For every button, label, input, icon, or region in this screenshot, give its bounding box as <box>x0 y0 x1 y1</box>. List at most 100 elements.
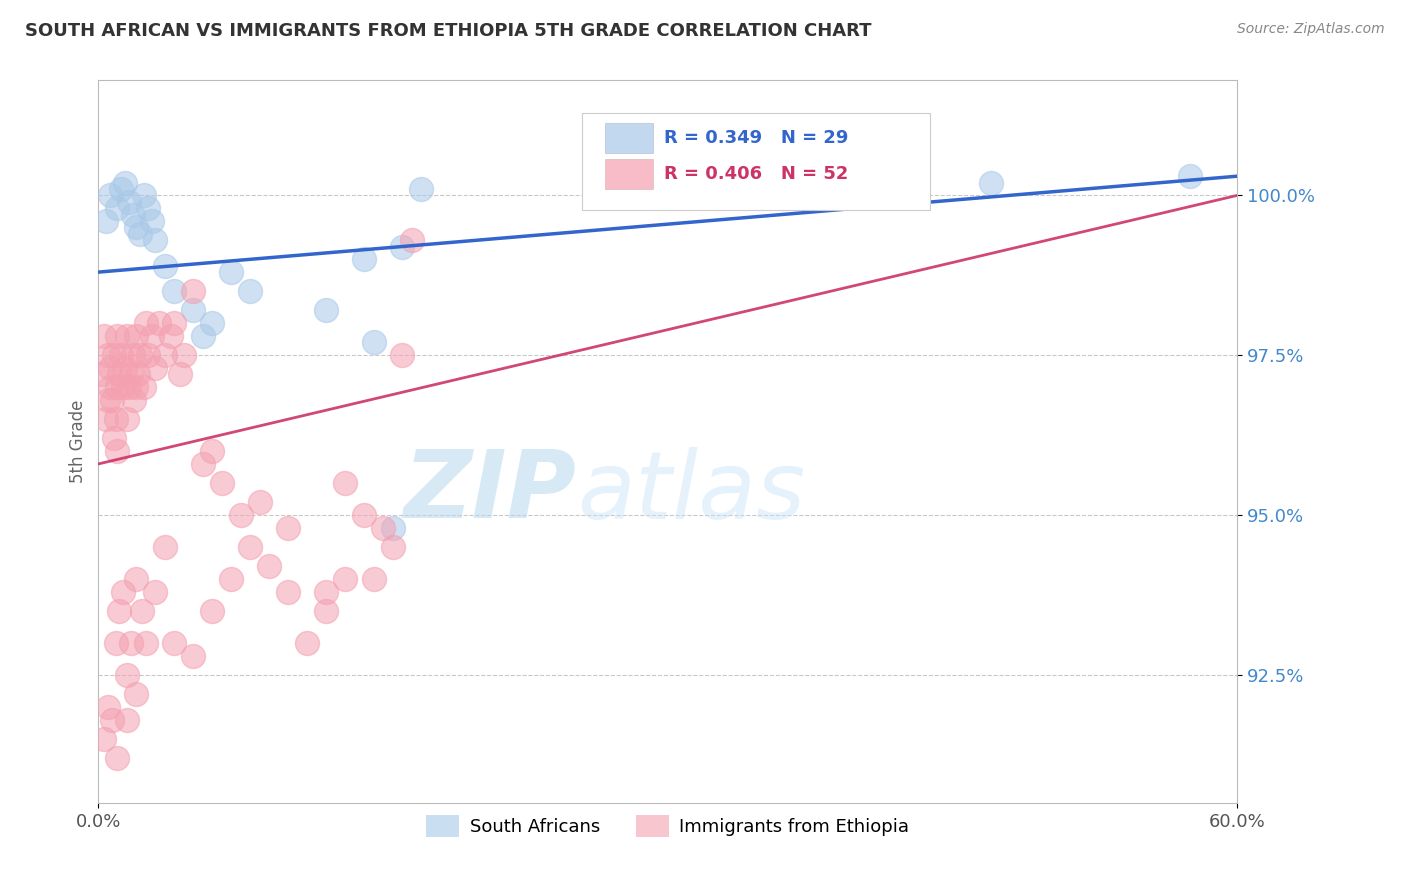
Point <box>315 303 337 318</box>
Point <box>125 220 148 235</box>
Point <box>239 285 262 299</box>
Point <box>411 182 433 196</box>
Point <box>148 316 170 330</box>
Point <box>145 361 167 376</box>
Point <box>98 188 121 202</box>
Point <box>153 540 176 554</box>
Point <box>125 329 148 343</box>
Point <box>145 584 167 599</box>
Point <box>259 559 281 574</box>
Point <box>221 572 243 586</box>
Point <box>277 584 299 599</box>
Point <box>136 201 159 215</box>
Point <box>103 431 125 445</box>
Point <box>315 584 337 599</box>
Point <box>131 604 153 618</box>
Point <box>363 572 385 586</box>
Point <box>221 265 243 279</box>
Point <box>211 476 233 491</box>
Point <box>353 508 375 522</box>
Point <box>183 303 205 318</box>
Point <box>98 380 121 394</box>
Text: SOUTH AFRICAN VS IMMIGRANTS FROM ETHIOPIA 5TH GRADE CORRELATION CHART: SOUTH AFRICAN VS IMMIGRANTS FROM ETHIOPI… <box>25 22 872 40</box>
Point <box>129 348 152 362</box>
Point <box>163 316 186 330</box>
Point <box>100 392 122 407</box>
Point <box>107 329 129 343</box>
Point <box>249 495 271 509</box>
Point <box>125 687 148 701</box>
Point <box>100 713 122 727</box>
Point <box>114 361 136 376</box>
Text: Source: ZipAtlas.com: Source: ZipAtlas.com <box>1237 22 1385 37</box>
Point <box>97 348 120 362</box>
Point <box>335 572 357 586</box>
Point <box>191 457 214 471</box>
Point <box>127 368 149 382</box>
Point <box>353 252 375 267</box>
Point <box>979 176 1001 190</box>
Point <box>1178 169 1201 184</box>
Point <box>135 636 157 650</box>
Point <box>120 368 142 382</box>
Point <box>115 412 138 426</box>
FancyBboxPatch shape <box>605 123 652 153</box>
Point <box>121 348 143 362</box>
Point <box>391 348 413 362</box>
Point <box>183 285 205 299</box>
Text: R = 0.406   N = 52: R = 0.406 N = 52 <box>665 165 849 183</box>
Text: atlas: atlas <box>576 447 806 538</box>
Point <box>93 731 115 746</box>
Point <box>619 188 641 202</box>
Point <box>125 572 148 586</box>
Point <box>121 208 143 222</box>
Point <box>173 348 195 362</box>
Point <box>110 182 132 196</box>
Point <box>91 368 114 382</box>
Point <box>401 233 423 247</box>
Y-axis label: 5th Grade: 5th Grade <box>69 400 87 483</box>
Point <box>107 751 129 765</box>
Point <box>191 329 214 343</box>
Point <box>112 380 135 394</box>
Point <box>107 201 129 215</box>
Point <box>201 316 224 330</box>
Point <box>115 713 138 727</box>
Point <box>115 329 138 343</box>
Point <box>201 444 224 458</box>
Point <box>335 476 357 491</box>
Point <box>132 188 155 202</box>
Point <box>94 412 117 426</box>
Point <box>93 329 115 343</box>
Text: R = 0.349   N = 29: R = 0.349 N = 29 <box>665 129 849 147</box>
Point <box>363 335 385 350</box>
Point <box>145 233 167 247</box>
Point <box>108 368 131 382</box>
FancyBboxPatch shape <box>605 159 652 189</box>
Point <box>132 380 155 394</box>
FancyBboxPatch shape <box>582 112 929 211</box>
Point <box>159 329 181 343</box>
Point <box>239 540 262 554</box>
Point <box>107 380 129 394</box>
Point <box>201 604 224 618</box>
Point <box>120 636 142 650</box>
Point <box>141 329 163 343</box>
Point <box>94 214 117 228</box>
Point <box>153 259 176 273</box>
Text: ZIP: ZIP <box>404 446 576 538</box>
Point <box>118 194 141 209</box>
Point <box>98 361 121 376</box>
Point <box>277 521 299 535</box>
Point <box>125 380 148 394</box>
Point <box>107 444 129 458</box>
Point <box>381 540 404 554</box>
Point <box>135 316 157 330</box>
Point <box>104 636 127 650</box>
Point <box>124 392 146 407</box>
Point <box>381 521 404 535</box>
Point <box>183 648 205 663</box>
Point <box>115 668 138 682</box>
Point <box>371 521 394 535</box>
Point <box>169 368 191 382</box>
